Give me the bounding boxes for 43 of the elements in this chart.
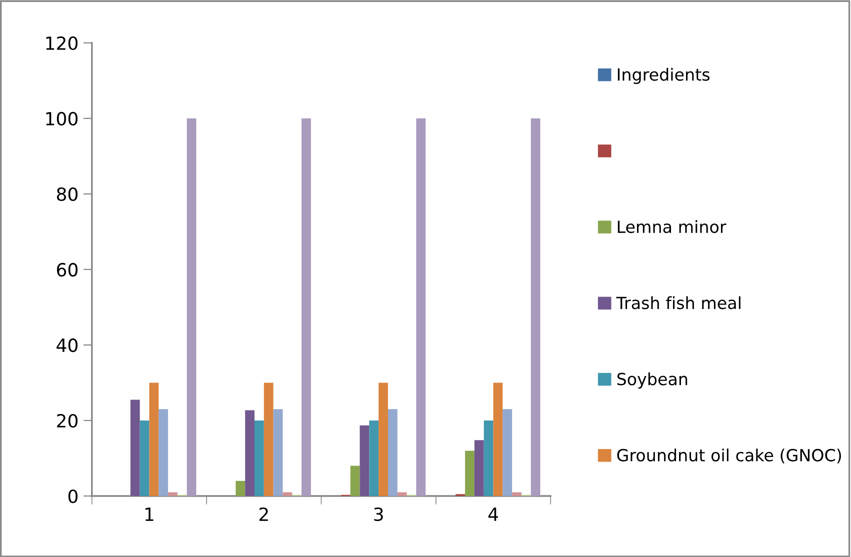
y-tick-label: 40 xyxy=(56,338,78,352)
bar xyxy=(350,466,360,496)
legend-label: Lemna minor xyxy=(618,220,726,234)
bar xyxy=(388,409,398,496)
y-tick-label: 80 xyxy=(56,187,78,202)
bar xyxy=(158,409,168,496)
bar xyxy=(397,492,407,496)
y-tick-label: 100 xyxy=(46,112,78,126)
bar xyxy=(369,420,379,496)
x-tick-label: 1 xyxy=(145,508,154,521)
bar xyxy=(264,382,274,496)
bar xyxy=(502,409,512,496)
bar xyxy=(512,492,522,496)
bar xyxy=(493,382,503,496)
bar xyxy=(245,410,255,496)
bar xyxy=(484,420,494,496)
bar xyxy=(530,118,540,496)
bar xyxy=(465,450,474,496)
legend-label: Ingredients xyxy=(618,68,710,84)
x-tick-label: 4 xyxy=(488,508,498,521)
bar xyxy=(130,400,140,496)
bar xyxy=(149,382,159,496)
bar xyxy=(282,492,292,496)
bar xyxy=(302,118,311,496)
bar xyxy=(378,382,388,496)
bar xyxy=(168,492,178,496)
bar xyxy=(186,118,196,496)
bar xyxy=(474,440,484,496)
bar xyxy=(416,118,426,496)
bar xyxy=(254,420,264,496)
legend-label: Trash fish meal xyxy=(616,296,740,310)
y-tick-label: 0 xyxy=(68,489,78,504)
y-tick-label: 60 xyxy=(57,262,78,277)
bar xyxy=(140,420,150,496)
x-tick-label: 2 xyxy=(259,507,268,521)
bar xyxy=(236,480,246,496)
y-tick-label: 120 xyxy=(46,36,78,50)
legend-label: Groundnut oil cake (GNOC) xyxy=(617,448,841,464)
bar xyxy=(360,425,370,496)
legend-label: Soybean xyxy=(617,372,688,389)
bar xyxy=(273,409,283,496)
y-tick-label: 20 xyxy=(57,414,78,428)
x-tick-label: 3 xyxy=(374,507,383,522)
